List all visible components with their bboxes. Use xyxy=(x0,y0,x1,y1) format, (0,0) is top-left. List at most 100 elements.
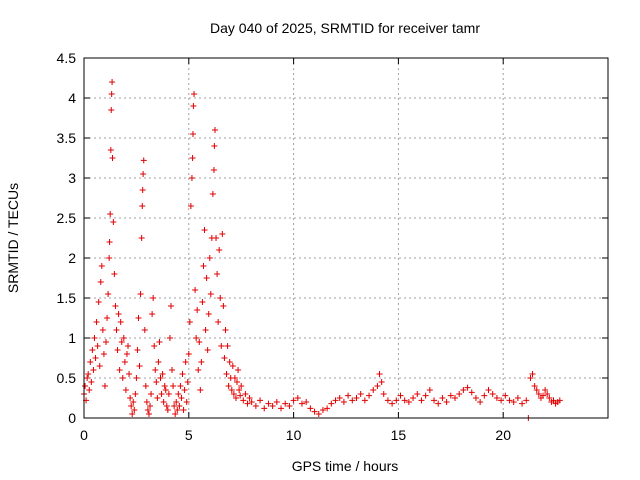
data-point xyxy=(324,405,331,412)
data-point xyxy=(418,397,425,404)
data-point xyxy=(194,307,201,313)
data-point xyxy=(224,343,231,349)
data-point xyxy=(99,327,106,333)
data-point xyxy=(542,387,549,393)
data-point xyxy=(186,319,193,325)
data-point xyxy=(121,359,128,365)
y-tick-label: 1.5 xyxy=(57,290,77,306)
data-point xyxy=(307,405,314,412)
data-point xyxy=(137,291,144,297)
data-point xyxy=(209,191,216,197)
data-point xyxy=(153,379,160,385)
data-point xyxy=(244,400,251,407)
data-point xyxy=(481,392,488,399)
data-point xyxy=(92,355,99,361)
data-point xyxy=(230,391,237,397)
data-point xyxy=(222,327,229,333)
data-point xyxy=(176,403,183,409)
data-point xyxy=(129,411,136,417)
data-point xyxy=(213,235,220,241)
data-point xyxy=(110,219,117,225)
data-point xyxy=(131,407,138,413)
data-point xyxy=(228,387,235,393)
data-point xyxy=(103,339,110,345)
x-axis-label: GPS time / hours xyxy=(292,458,399,474)
data-point xyxy=(117,319,124,325)
data-point xyxy=(94,343,101,349)
data-point xyxy=(112,303,119,309)
data-point xyxy=(116,367,123,373)
data-point xyxy=(238,383,245,389)
data-point xyxy=(226,359,233,365)
data-point xyxy=(107,211,114,217)
data-point xyxy=(175,391,182,397)
data-point xyxy=(278,405,285,412)
data-point xyxy=(138,235,145,241)
y-axis-label: SRMTID / TECUs xyxy=(5,183,21,293)
data-point xyxy=(319,407,326,413)
data-point xyxy=(286,403,293,409)
data-point xyxy=(422,392,429,399)
data-point xyxy=(145,411,152,417)
data-point xyxy=(221,355,228,361)
data-point xyxy=(120,335,127,341)
data-point xyxy=(165,391,172,397)
data-point xyxy=(101,383,108,389)
data-point xyxy=(384,397,391,404)
data-point xyxy=(550,397,557,404)
data-point xyxy=(152,367,159,373)
data-point xyxy=(96,363,103,369)
data-point xyxy=(135,315,142,321)
data-point xyxy=(207,291,214,297)
data-point xyxy=(546,395,553,401)
data-point xyxy=(533,387,540,393)
data-point xyxy=(201,227,208,233)
data-point xyxy=(447,392,454,399)
data-point xyxy=(164,407,171,413)
data-point xyxy=(535,391,542,397)
data-point xyxy=(159,371,166,377)
data-point xyxy=(199,299,206,305)
data-point xyxy=(179,371,186,377)
data-point xyxy=(90,367,97,373)
data-point xyxy=(376,371,383,377)
data-point xyxy=(414,391,421,397)
data-point xyxy=(167,303,174,309)
data-point xyxy=(443,399,450,405)
data-point xyxy=(212,127,218,133)
data-point xyxy=(160,399,167,405)
data-point xyxy=(147,403,154,409)
data-point xyxy=(173,399,180,405)
data-point xyxy=(114,347,121,353)
plot-frame xyxy=(83,57,609,419)
data-point xyxy=(128,403,135,409)
data-point xyxy=(85,371,92,377)
x-tick-label: 0 xyxy=(80,427,88,443)
data-point xyxy=(192,287,199,293)
data-point xyxy=(184,379,191,385)
data-point xyxy=(122,387,129,393)
data-point xyxy=(236,387,243,393)
data-point xyxy=(106,239,113,245)
data-point xyxy=(298,400,305,407)
data-point xyxy=(223,371,230,377)
data-point xyxy=(203,275,210,281)
data-point xyxy=(86,387,93,393)
data-point xyxy=(527,375,534,381)
data-point xyxy=(87,359,94,365)
data-point xyxy=(188,175,195,181)
data-point xyxy=(460,387,467,393)
data-point xyxy=(156,339,163,345)
data-point xyxy=(218,343,225,349)
data-point xyxy=(197,387,204,393)
data-point xyxy=(158,391,165,397)
y-tick-label: 4.5 xyxy=(57,50,77,66)
data-point xyxy=(202,327,209,333)
data-point xyxy=(182,359,189,365)
x-tick-label: 10 xyxy=(286,427,302,443)
data-point xyxy=(104,315,111,321)
data-point xyxy=(523,397,530,404)
y-tick-label: 1 xyxy=(68,330,76,346)
data-point xyxy=(181,387,188,393)
data-point xyxy=(180,407,187,413)
